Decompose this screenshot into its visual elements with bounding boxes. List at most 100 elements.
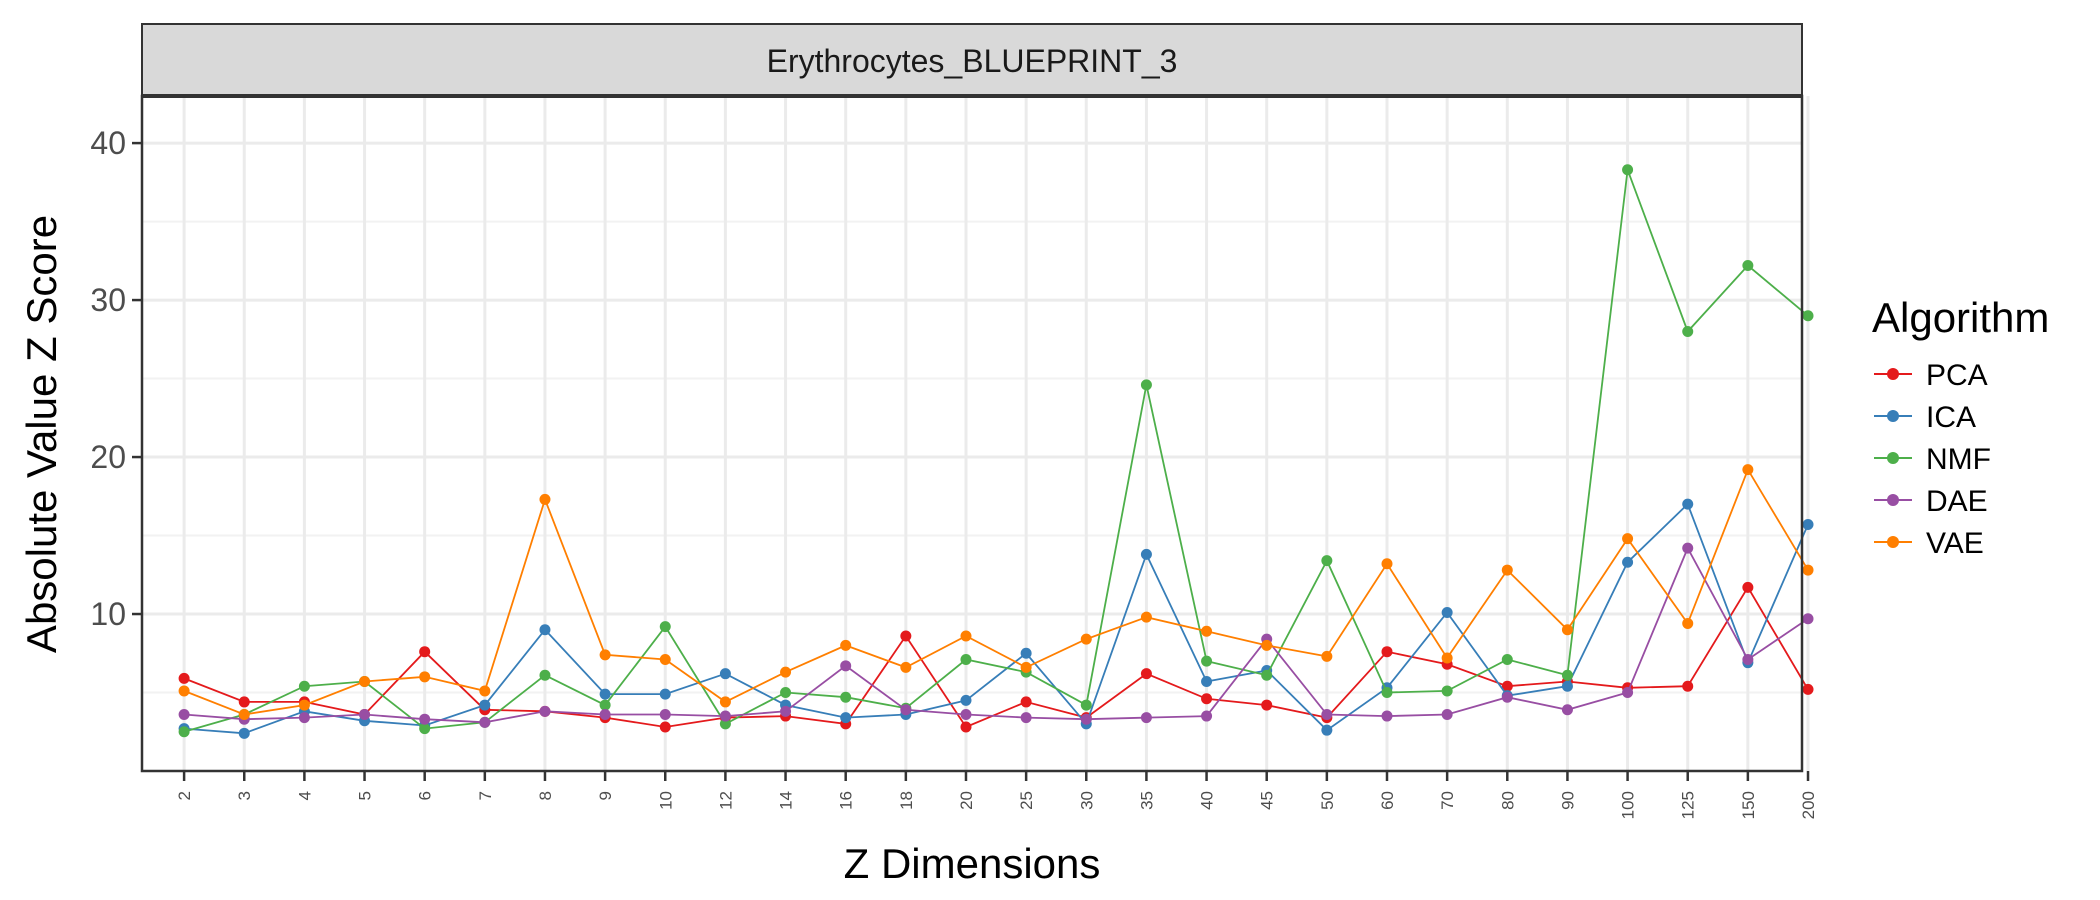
data-point-vae <box>780 666 792 678</box>
data-point-vae <box>1622 533 1634 545</box>
legend-key-point <box>1887 410 1899 422</box>
data-point-vae <box>960 630 972 642</box>
data-point-ica <box>960 694 972 706</box>
data-point-vae <box>1561 624 1573 636</box>
x-tick-label: 2 <box>175 791 194 800</box>
data-point-ica <box>539 624 551 636</box>
x-tick-label: 16 <box>837 791 856 810</box>
legend-key-point <box>1887 494 1899 506</box>
legend-label: VAE <box>1926 527 1984 560</box>
x-tick-label: 125 <box>1679 791 1698 819</box>
data-point-vae <box>1080 633 1092 645</box>
data-point-vae <box>1020 661 1032 673</box>
data-point-nmf <box>1441 685 1453 697</box>
data-point-dae <box>1742 654 1754 666</box>
data-point-vae <box>1321 650 1333 662</box>
data-point-pca <box>1501 680 1513 692</box>
data-point-dae <box>1201 710 1213 722</box>
y-tick-label: 10 <box>90 596 126 632</box>
x-tick-label: 18 <box>897 791 916 810</box>
legend-item-nmf: NMF <box>1874 443 1991 476</box>
data-point-nmf <box>178 726 190 738</box>
data-point-dae <box>539 705 551 717</box>
data-point-vae <box>900 661 912 673</box>
x-tick-label: 12 <box>716 791 735 810</box>
data-point-dae <box>419 713 431 725</box>
data-point-dae <box>780 705 792 717</box>
data-point-nmf <box>1682 325 1694 337</box>
data-point-dae <box>1682 542 1694 554</box>
data-point-vae <box>1802 564 1814 576</box>
data-point-dae <box>719 710 731 722</box>
x-tick-label: 3 <box>235 791 254 800</box>
data-point-pca <box>1261 699 1273 711</box>
data-point-vae <box>1201 625 1213 637</box>
x-axis-title: Z Dimensions <box>844 840 1101 887</box>
data-point-dae <box>1441 708 1453 720</box>
legend-item-dae: DAE <box>1874 485 1988 518</box>
data-point-pca <box>1742 581 1754 593</box>
data-point-vae <box>419 671 431 683</box>
x-tick-label: 30 <box>1077 791 1096 810</box>
x-tick-label: 150 <box>1739 791 1758 819</box>
series-line-ica <box>184 502 1809 735</box>
data-point-pca <box>1381 646 1393 658</box>
legend-label: ICA <box>1926 401 1976 434</box>
x-tick-label: 14 <box>777 791 796 810</box>
data-point-dae <box>1020 712 1032 724</box>
data-point-nmf <box>1742 260 1754 272</box>
legend-title: Algorithm <box>1872 294 2049 341</box>
legend-label: NMF <box>1926 443 1991 476</box>
legend-key-point <box>1887 368 1899 380</box>
data-point-vae <box>178 685 190 697</box>
data-point-vae <box>1381 558 1393 570</box>
data-point-vae <box>659 654 671 666</box>
data-point-dae <box>599 708 611 720</box>
x-tick-label: 6 <box>416 791 435 800</box>
data-point-dae <box>960 708 972 720</box>
data-point-ica <box>238 727 250 739</box>
data-point-pca <box>178 672 190 684</box>
data-point-dae <box>659 708 671 720</box>
x-tick-label: 100 <box>1619 791 1638 819</box>
data-point-vae <box>840 639 852 651</box>
chart-title: Erythrocytes_BLUEPRINT_3 <box>767 43 1178 79</box>
data-point-nmf <box>659 621 671 633</box>
x-tick-label: 20 <box>957 791 976 810</box>
x-tick-label: 40 <box>1198 791 1217 810</box>
x-tick-label: 5 <box>356 791 375 800</box>
data-point-vae <box>359 676 371 688</box>
data-point-nmf <box>1561 669 1573 681</box>
data-point-dae <box>1140 712 1152 724</box>
data-point-dae <box>1501 691 1513 703</box>
data-point-dae <box>1622 687 1634 699</box>
data-point-nmf <box>1201 655 1213 667</box>
legend-item-ica: ICA <box>1874 401 1976 434</box>
data-point-ica <box>719 668 731 680</box>
legend-key-point <box>1887 452 1899 464</box>
x-tick-label: 50 <box>1318 791 1337 810</box>
data-point-nmf <box>599 699 611 711</box>
data-point-vae <box>1501 564 1513 576</box>
x-tick-label: 8 <box>536 791 555 800</box>
data-point-vae <box>539 493 551 505</box>
data-point-nmf <box>539 669 551 681</box>
series-vae <box>178 464 1814 720</box>
data-point-vae <box>238 708 250 720</box>
data-point-vae <box>298 699 310 711</box>
x-tick-label: 60 <box>1378 791 1397 810</box>
series-line-nmf <box>183 169 1809 733</box>
series-dae <box>178 542 1814 728</box>
data-point-pca <box>238 696 250 708</box>
plot-panel <box>142 96 1802 771</box>
data-point-ica <box>1622 556 1634 568</box>
data-point-pca <box>659 721 671 733</box>
data-point-dae <box>840 660 852 672</box>
legend-label: PCA <box>1926 359 1988 392</box>
x-tick-label: 7 <box>476 791 495 800</box>
data-point-nmf <box>1321 555 1333 567</box>
y-tick-label: 30 <box>90 282 126 318</box>
data-point-pca <box>1140 668 1152 680</box>
data-point-ica <box>1020 647 1032 659</box>
